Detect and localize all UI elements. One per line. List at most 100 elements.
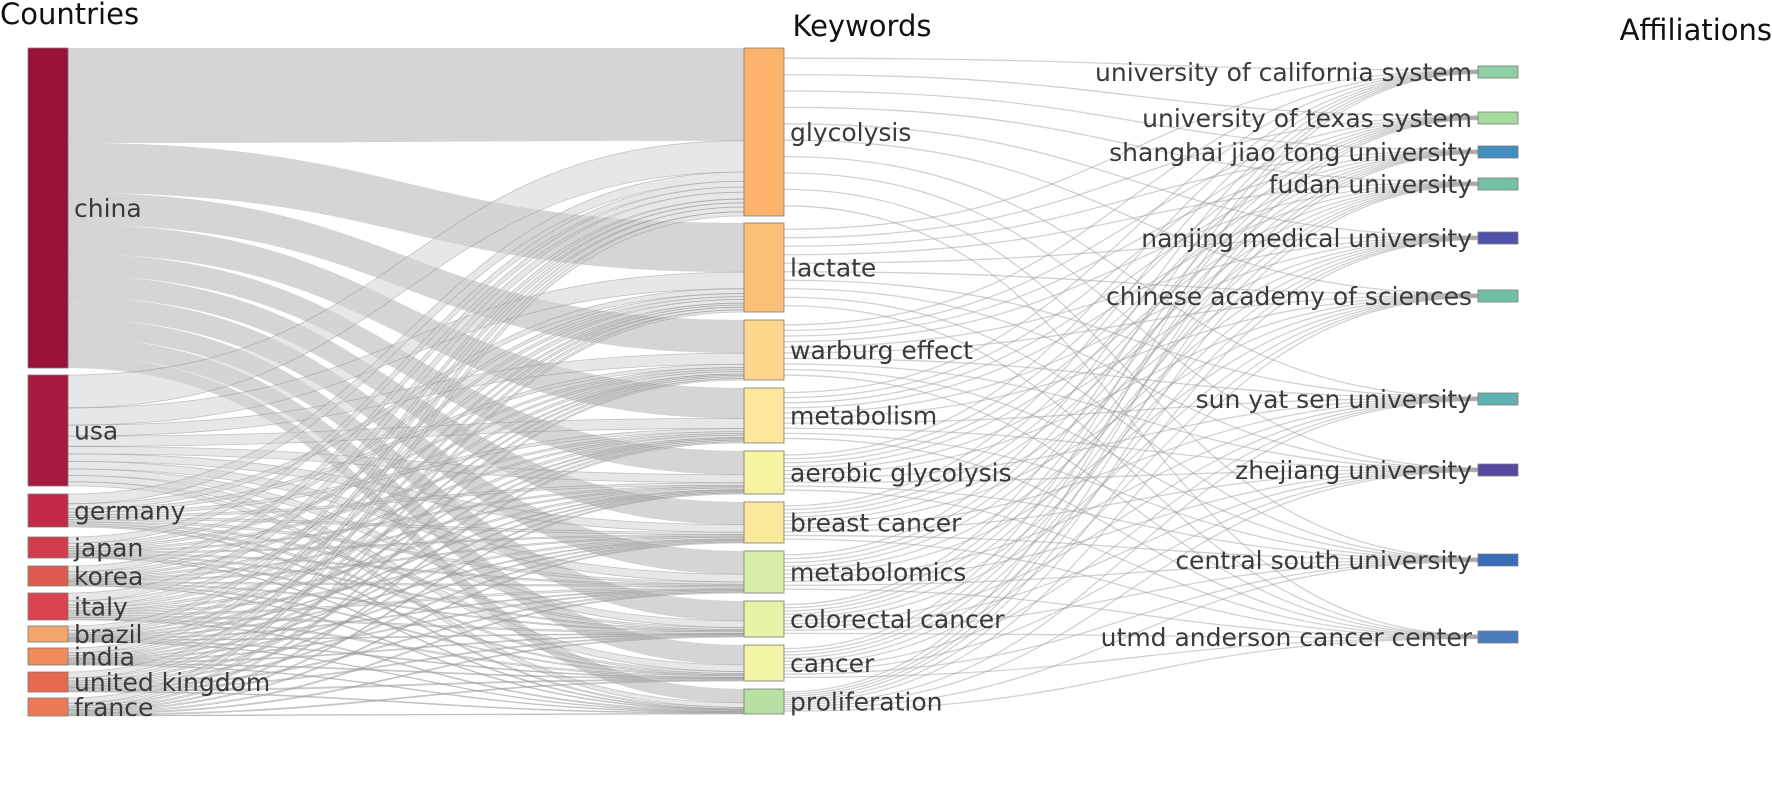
label-aerobic-glycolysis: aerobic glycolysis [790, 459, 1012, 488]
nodes: china usa germany japankoreaitalybrazilindi… [27, 47, 1519, 722]
flow-breast-cancer-utmd-anderson-cancer-center [783, 538, 1479, 638]
flow-metabolism-utmd-anderson-cancer-center [783, 437, 1479, 637]
flow-proliferation-university-of-texas-system [783, 118, 1479, 695]
flow-aerobic-glycolysis-sun-yat-sen-university [783, 397, 1479, 479]
flow-proliferation-university-of-california-system [783, 72, 1479, 693]
flow-warburg-effect-shanghai-jiao-tong-university [783, 150, 1479, 337]
flow-cancer-nanjing-medical-university [783, 238, 1479, 663]
node-warburg-effect [743, 319, 785, 381]
label-united-kingdom: united kingdom [74, 668, 270, 697]
flow-warburg-effect-zhejiang-university [783, 363, 1479, 470]
label-metabolomics: metabolomics [790, 558, 966, 587]
node-proliferation [743, 688, 785, 715]
flow-metabolism-university-of-california-system [783, 70, 1479, 394]
flow-aerobic-glycolysis-chinese-academy-of-sciences [783, 294, 1479, 476]
label-sun-yat-sen-university: sun yat sen university [1196, 385, 1473, 414]
flow-warburg-effect-university-of-california-system [783, 70, 1479, 326]
node-utmd-anderson-cancer-center [1477, 630, 1519, 644]
flow-glycolysis-utmd-anderson-cancer-center [783, 205, 1479, 636]
flow-proliferation-nanjing-medical-university [783, 238, 1479, 702]
flow-glycolysis-university-of-california-system [783, 57, 1479, 71]
flow-glycolysis-shanghai-jiao-tong-university [783, 90, 1479, 151]
flow-cancer-chinese-academy-of-sciences [783, 296, 1479, 666]
flow-lactate-chinese-academy-of-sciences [783, 271, 1479, 296]
flow-metabolism-central-south-university [783, 432, 1479, 560]
flow-china-glycolysis [67, 47, 745, 144]
node-shanghai-jiao-tong-university [1477, 145, 1519, 159]
label-chinese-academy-of-sciences: chinese academy of sciences [1106, 282, 1472, 311]
node-university-of-texas-system [1477, 111, 1519, 125]
flow-breast-cancer-chinese-academy-of-sciences [783, 295, 1479, 525]
label-fudan-university: fudan university [1269, 170, 1472, 199]
label-cancer: cancer [790, 649, 875, 678]
flow-aerobic-glycolysis-utmd-anderson-cancer-center [783, 489, 1479, 638]
flow-cancer-university-of-california-system [783, 72, 1479, 650]
label-shanghai-jiao-tong-university: shanghai jiao tong university [1109, 138, 1472, 167]
flow-cancer-zhejiang-university [783, 470, 1479, 672]
flow-warburg-effect-central-south-university [783, 368, 1479, 560]
node-lactate [743, 222, 785, 313]
flow-metabolism-chinese-academy-of-sciences [783, 294, 1479, 419]
flow-metabolomics-sun-yat-sen-university [783, 398, 1479, 579]
label-zhejiang-university: zhejiang university [1235, 456, 1472, 485]
flow-metabolomics-chinese-academy-of-sciences [783, 295, 1479, 575]
flow-warburg-effect-sun-yat-sen-university [783, 357, 1479, 399]
flow-colorectal-cancer-sun-yat-sen-university [783, 399, 1479, 625]
label-china: china [74, 194, 142, 223]
flow-cancer-fudan-university [783, 184, 1479, 659]
flow-glycolysis-nanjing-medical-university [783, 123, 1479, 237]
flow-metabolomics-shanghai-jiao-tong-university [783, 151, 1479, 564]
flow-lactate-fudan-university [783, 181, 1479, 256]
node-united-kingdom [27, 671, 69, 693]
label-proliferation: proliferation [790, 688, 942, 717]
flow-metabolism-fudan-university [783, 182, 1479, 409]
flow-metabolism-shanghai-jiao-tong-university [783, 150, 1479, 404]
flow-colorectal-cancer-zhejiang-university [783, 470, 1479, 628]
flow-colorectal-cancer-shanghai-jiao-tong-university [783, 152, 1479, 612]
keyword-affiliation-links [783, 57, 1479, 712]
flow-cancer-shanghai-jiao-tong-university [783, 152, 1479, 656]
label-korea: korea [74, 562, 143, 591]
node-china [27, 47, 69, 369]
node-italy [27, 592, 69, 621]
flow-breast-cancer-university-of-texas-system [783, 117, 1479, 511]
flow-metabolomics-central-south-university [783, 559, 1479, 586]
flow-proliferation-central-south-university [783, 560, 1479, 710]
flow-colorectal-cancer-chinese-academy-of-sciences [783, 296, 1479, 622]
flow-aerobic-glycolysis-nanjing-medical-university [783, 236, 1479, 472]
label-usa: usa [74, 417, 118, 446]
flow-warburg-effect-nanjing-medical-university [783, 236, 1479, 348]
flow-lactate-sun-yat-sen-university [783, 279, 1479, 399]
flow-colorectal-cancer-university-of-texas-system [783, 118, 1479, 609]
node-nanjing-medical-university [1477, 231, 1519, 245]
flow-aerobic-glycolysis-central-south-university [783, 485, 1479, 561]
flow-glycolysis-university-of-texas-system [783, 73, 1479, 117]
label-glycolysis: glycolysis [790, 118, 911, 147]
label-utmd-anderson-cancer-center: utmd anderson cancer center [1101, 623, 1473, 652]
flow-aerobic-glycolysis-fudan-university [783, 182, 1479, 468]
flow-aerobic-glycolysis-zhejiang-university [783, 468, 1479, 483]
flow-proliferation-zhejiang-university [783, 470, 1479, 708]
node-france [27, 697, 69, 717]
flow-proliferation-shanghai-jiao-tong-university [783, 152, 1479, 697]
label-nanjing-medical-university: nanjing medical university [1141, 224, 1472, 253]
flow-warburg-effect-utmd-anderson-cancer-center [783, 374, 1479, 637]
node-cancer [743, 644, 785, 682]
flow-lactate-utmd-anderson-cancer-center [783, 305, 1479, 637]
flow-lactate-university-of-texas-system [783, 115, 1479, 239]
flow-colorectal-cancer-nanjing-medical-university [783, 238, 1479, 619]
node-metabolomics [743, 550, 785, 594]
node-brazil [27, 625, 69, 643]
flow-breast-cancer-shanghai-jiao-tong-university [783, 151, 1479, 514]
flow-warburg-effect-fudan-university [783, 182, 1479, 343]
flow-metabolomics-fudan-university [783, 183, 1479, 567]
column-title-keywords: Keywords [793, 9, 932, 43]
flow-colorectal-cancer-utmd-anderson-cancer-center [783, 632, 1479, 639]
flow-breast-cancer-university-of-california-system [783, 71, 1479, 507]
label-brazil: brazil [74, 620, 142, 649]
flow-metabolism-sun-yat-sen-university [783, 397, 1479, 424]
flow-aerobic-glycolysis-university-of-texas-system [783, 116, 1479, 460]
node-breast-cancer [743, 501, 785, 544]
flow-metabolomics-university-of-california-system [783, 71, 1479, 556]
flow-breast-cancer-zhejiang-university [783, 469, 1479, 533]
